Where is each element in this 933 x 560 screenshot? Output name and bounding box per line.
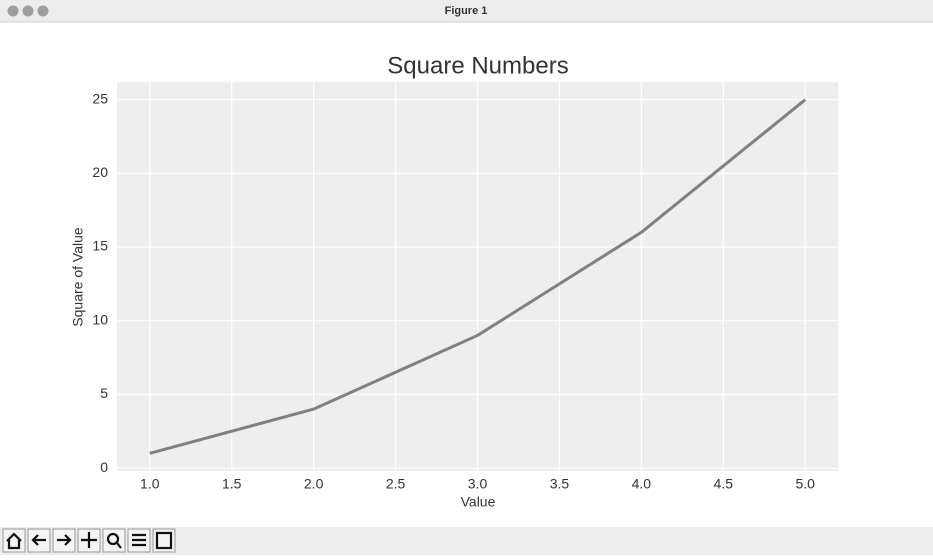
x-axis-label: Value (461, 494, 496, 510)
y-tick-label: 15 (92, 238, 108, 254)
back-icon (31, 534, 46, 546)
x-tick-label: 4.5 (714, 476, 734, 492)
x-tick-label: 2.0 (304, 476, 324, 492)
x-tick-label: 1.5 (222, 476, 242, 492)
y-tick-label: 20 (92, 164, 108, 180)
x-tick-label: 3.5 (550, 476, 570, 492)
y-tick-label: 0 (100, 459, 108, 475)
y-tick-label: 5 (100, 385, 108, 401)
minimize-button[interactable] (22, 5, 34, 17)
close-button[interactable] (7, 5, 19, 17)
y-tick-label: 10 (92, 311, 108, 327)
title-bar (0, 0, 933, 22)
save-button[interactable] (152, 528, 176, 553)
save-icon (155, 531, 173, 550)
x-tick-label: 1.0 (140, 476, 160, 492)
pan-icon (81, 532, 97, 548)
home-icon (6, 532, 22, 550)
zoom-icon (106, 532, 120, 546)
window-title: Figure 1 (445, 5, 488, 17)
y-axis-label: Square of Value (70, 227, 86, 327)
zoom-tool-button[interactable] (102, 528, 126, 553)
forward-icon (57, 534, 72, 546)
x-tick-label: 3.0 (468, 476, 488, 492)
chart-title: Square Numbers (387, 52, 568, 79)
x-tick-label: 2.5 (386, 476, 406, 492)
x-tick-label: 5.0 (795, 476, 815, 492)
data-line (149, 98, 807, 455)
toolbar-buttons (2, 528, 176, 553)
y-tick-label: 25 (92, 90, 108, 106)
x-tick-label: 4.0 (632, 476, 652, 492)
zoom-button[interactable] (37, 5, 49, 17)
zoom-icon-handle (116, 542, 122, 549)
configure-icon (132, 533, 146, 547)
